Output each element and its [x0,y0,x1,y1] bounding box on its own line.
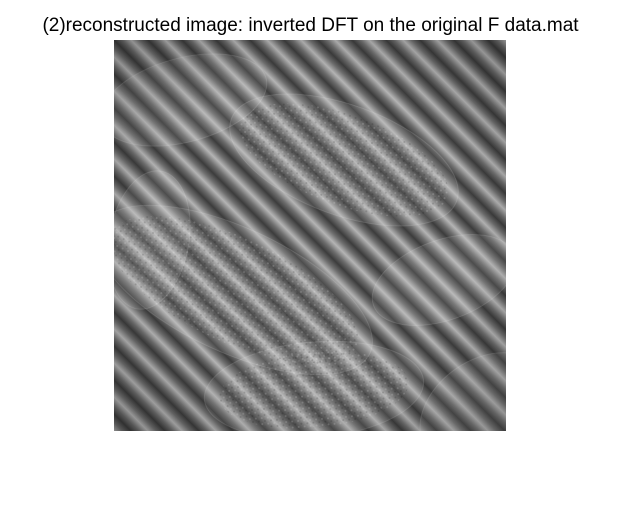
image-axes [114,40,506,431]
reconstructed-image [114,40,506,431]
figure-title: (2)reconstructed image: inverted DFT on … [42,15,579,36]
